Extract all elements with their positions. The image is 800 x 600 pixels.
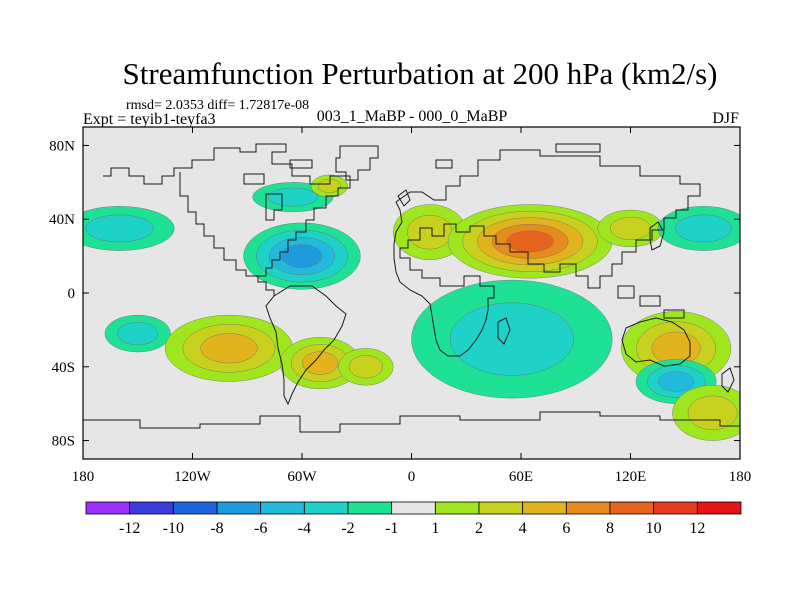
chart-title: Streamfunction Perturbation at 200 hPa (…	[123, 56, 718, 91]
colorbar-box	[434, 501, 480, 515]
colorbar-box	[303, 501, 349, 515]
anomaly-contour	[449, 302, 574, 376]
colorbar-label: -1	[385, 520, 398, 537]
colorbar-label: 12	[689, 520, 705, 537]
anomaly-contour	[317, 179, 341, 194]
colorbar-label: 1	[431, 520, 439, 537]
anomaly-contour	[687, 395, 738, 431]
x-tick-label: 180	[729, 469, 752, 485]
anomaly-contour	[85, 214, 154, 243]
colorbar-label: -2	[341, 520, 354, 537]
y-tick-label: 40N	[49, 212, 75, 228]
colorbar-box	[522, 501, 567, 515]
stats-label: rmsd= 2.0353 diff= 1.72817e-08	[126, 98, 309, 113]
anomaly-contour	[506, 230, 554, 253]
experiment-label: Expt = teyib1-teyfa3	[83, 111, 216, 128]
colorbar-box	[653, 501, 698, 515]
comparison-label: 003_1_MaBP - 000_0_MaBP	[317, 108, 508, 125]
colorbar-box	[172, 501, 218, 515]
colorbar-box	[85, 501, 131, 515]
anomaly-contour	[675, 214, 732, 243]
colorbar-box	[391, 501, 436, 515]
colorbar-box	[478, 501, 524, 515]
anomaly-contour	[302, 351, 339, 375]
season-label: DJF	[712, 110, 739, 127]
map-background	[83, 127, 740, 459]
colorbar-box	[565, 501, 611, 515]
anomaly-contour	[200, 333, 258, 364]
map-area	[83, 127, 740, 459]
y-tick-label: 80S	[52, 434, 75, 450]
anomaly-contour	[610, 216, 651, 240]
colorbar-label: -8	[210, 520, 223, 537]
anomaly-contour	[281, 244, 323, 268]
colorbar-box	[260, 501, 305, 515]
anomaly-contour	[117, 322, 159, 346]
x-tick-label: 180	[72, 469, 95, 485]
colorbar-label: -4	[298, 520, 311, 537]
colorbar-box	[216, 501, 262, 515]
colorbar-label: -6	[254, 520, 267, 537]
anomaly-contour	[658, 371, 695, 392]
y-tick-label: 40S	[52, 360, 75, 376]
y-tick-label: 0	[68, 286, 76, 302]
anomaly-contour	[407, 214, 453, 250]
colorbar-box	[129, 501, 174, 515]
colorbar-label: -12	[119, 520, 140, 537]
colorbar-label: 4	[519, 520, 527, 537]
coastlines	[83, 143, 740, 433]
colorbar: -12 -10 -8 -6 -4 -2 -1 1 2 4 6 8 10 12	[85, 501, 742, 537]
x-tick-label: 120W	[174, 469, 212, 485]
y-axis: 80N 40N 0 40S 80S	[49, 138, 740, 450]
anomaly-contour	[267, 187, 318, 207]
x-tick-label: 0	[408, 469, 416, 485]
colorbar-label: 2	[475, 520, 483, 537]
anomaly-layer	[83, 174, 740, 441]
colorbar-box	[696, 501, 742, 515]
colorbar-label: -10	[163, 520, 184, 537]
y-tick-label: 80N	[49, 138, 75, 154]
anomaly-contour	[348, 355, 383, 379]
colorbar-box	[609, 501, 655, 515]
colorbar-label: 10	[646, 520, 662, 537]
colorbar-box	[347, 501, 393, 515]
x-axis: 180 120W 60W 0 60E 120E 180	[72, 127, 752, 485]
x-tick-label: 60W	[287, 469, 317, 485]
x-tick-label: 120E	[615, 469, 647, 485]
colorbar-label: 6	[562, 520, 570, 537]
colorbar-label: 8	[606, 520, 614, 537]
x-tick-label: 60E	[509, 469, 533, 485]
